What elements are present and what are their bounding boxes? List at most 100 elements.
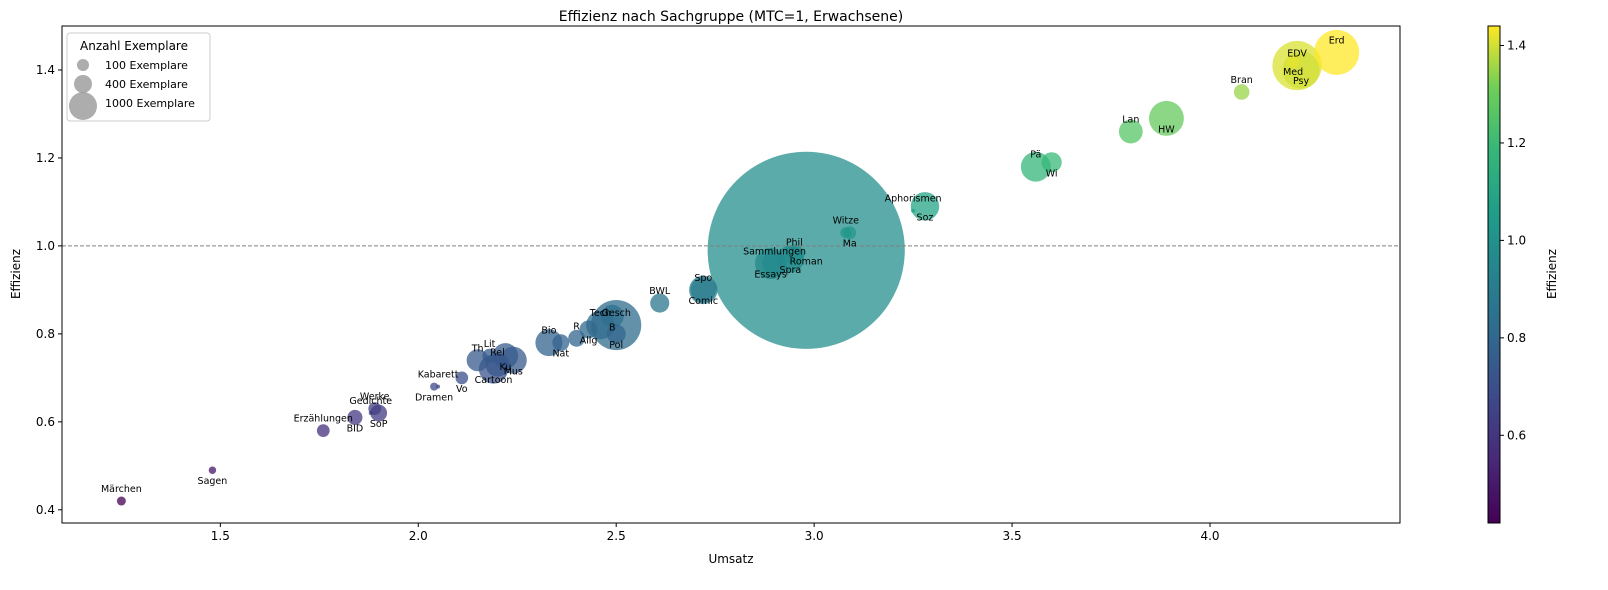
label-essays: Essays bbox=[754, 270, 786, 281]
label-allg: Allg bbox=[580, 335, 598, 346]
label-th: Th bbox=[471, 343, 484, 354]
label-bwl: BWL bbox=[649, 286, 671, 297]
label-soz: Soz bbox=[917, 212, 934, 223]
label-märchen: Märchen bbox=[101, 484, 142, 495]
y-tick-label: 0.4 bbox=[36, 503, 55, 517]
legend-marker-large bbox=[69, 92, 97, 120]
legend: Anzahl Exemplare 100 Exemplare 400 Exemp… bbox=[66, 32, 211, 122]
label-hw: HW bbox=[1158, 124, 1175, 135]
label-wi: Wi bbox=[1046, 168, 1058, 179]
label-edv: EDV bbox=[1287, 49, 1307, 60]
x-axis-ticks: 1.5 2.0 2.5 3.0 3.5 4.0 bbox=[211, 523, 1220, 543]
colorbar: 0.6 0.8 1.0 1.2 1.4 Effizienz bbox=[1487, 25, 1559, 524]
label-comic: Comic bbox=[689, 296, 719, 307]
point-roman bbox=[707, 151, 905, 349]
point-sagen bbox=[208, 466, 217, 474]
x-tick-label: 3.0 bbox=[805, 529, 824, 543]
label-bid: BID bbox=[347, 423, 364, 434]
point-soz bbox=[910, 192, 940, 221]
label-psy: Psy bbox=[1293, 76, 1310, 87]
points-layer bbox=[116, 29, 1360, 506]
label-erd: Erd bbox=[1329, 35, 1345, 46]
label-tech: Tech bbox=[589, 308, 611, 319]
point-allg bbox=[579, 320, 598, 339]
label-vo: Vo bbox=[456, 384, 468, 395]
y-tick-label: 0.6 bbox=[36, 415, 55, 429]
label-lit: Lit bbox=[484, 339, 496, 350]
x-tick-label: 2.0 bbox=[409, 529, 428, 543]
y-tick-label: 0.8 bbox=[36, 327, 55, 341]
colorbar-tick-label: 1.2 bbox=[1507, 136, 1526, 150]
point-witze bbox=[840, 227, 852, 239]
label-roman: Roman bbox=[790, 256, 823, 267]
label-gedichte: Gedichte bbox=[349, 396, 392, 407]
legend-box bbox=[66, 32, 211, 122]
point-erd bbox=[1314, 29, 1360, 75]
label-phil: Phil bbox=[786, 238, 803, 249]
label-werke: Werke bbox=[360, 392, 390, 403]
colorbar-tick-label: 0.8 bbox=[1507, 331, 1526, 345]
point-dramen bbox=[430, 382, 439, 391]
label-bio: Bio bbox=[541, 326, 556, 337]
legend-entry-2: 400 Exemplare bbox=[105, 78, 188, 91]
label-sagen: Sagen bbox=[198, 476, 228, 487]
label-r: R bbox=[573, 321, 580, 332]
colorbar-ticks: 0.6 0.8 1.0 1.2 1.4 bbox=[1500, 38, 1526, 442]
point-pol bbox=[606, 324, 626, 344]
label-spo: Spo bbox=[694, 273, 712, 284]
point-hw bbox=[1149, 100, 1184, 136]
point-bran bbox=[1233, 84, 1250, 100]
colorbar-gradient bbox=[1487, 25, 1501, 524]
legend-title: Anzahl Exemplare bbox=[80, 39, 188, 53]
label-med: Med bbox=[1283, 67, 1303, 78]
point-kabarett bbox=[436, 384, 441, 389]
legend-entry-1: 100 Exemplare bbox=[105, 59, 188, 72]
point-b bbox=[600, 304, 624, 328]
colorbar-tick-label: 1.0 bbox=[1507, 233, 1526, 247]
x-tick-label: 1.5 bbox=[211, 529, 230, 543]
y-tick-label: 1.4 bbox=[36, 63, 55, 77]
point-aphorismen bbox=[911, 208, 916, 213]
x-tick-label: 4.0 bbox=[1200, 529, 1219, 543]
y-tick-label: 1.0 bbox=[36, 239, 55, 253]
label-dramen: Dramen bbox=[415, 393, 453, 404]
label-b: B bbox=[609, 322, 616, 333]
colorbar-tick-label: 1.4 bbox=[1507, 38, 1526, 52]
point-sammlungen bbox=[762, 251, 787, 276]
y-axis-ticks: 0.4 0.6 0.8 1.0 1.2 1.4 bbox=[36, 63, 62, 517]
label-lan: Lan bbox=[1122, 115, 1139, 126]
point-comic bbox=[690, 277, 717, 303]
point-wi bbox=[1041, 152, 1062, 173]
label-ma: Ma bbox=[843, 239, 857, 250]
label-witze: Witze bbox=[833, 216, 860, 227]
label-aphorismen: Aphorismen bbox=[885, 194, 942, 205]
label-cartoon: Cartoon bbox=[475, 375, 513, 386]
legend-marker-small bbox=[77, 59, 89, 71]
label-nat: Nat bbox=[552, 349, 569, 360]
point-bwl bbox=[650, 293, 670, 313]
label-mus: Mus bbox=[504, 366, 523, 377]
label-rel: Rel bbox=[490, 348, 505, 359]
x-axis-label: Umsatz bbox=[708, 552, 753, 566]
label-ku: Ku bbox=[499, 362, 511, 373]
label-pol: Pol bbox=[609, 340, 623, 351]
point-vo bbox=[455, 371, 469, 385]
point-bid bbox=[347, 409, 363, 425]
label-erzählungen: Erzählungen bbox=[294, 414, 353, 425]
point-med bbox=[1286, 54, 1300, 68]
x-tick-label: 3.5 bbox=[1003, 529, 1022, 543]
point-märchen bbox=[116, 496, 126, 506]
colorbar-label: Effizienz bbox=[1545, 249, 1559, 299]
plot-frame bbox=[61, 25, 1401, 524]
y-axis-label: Effizienz bbox=[9, 249, 23, 299]
chart-title: Effizienz nach Sachgruppe (MTC=1, Erwach… bbox=[559, 9, 903, 25]
point-lit bbox=[482, 348, 497, 363]
label-gesch: Gesch bbox=[601, 308, 630, 319]
point-gedichte bbox=[368, 411, 373, 416]
label-pä: Pä bbox=[1030, 150, 1041, 161]
colorbar-tick-label: 0.6 bbox=[1507, 428, 1526, 442]
point-r bbox=[568, 329, 586, 347]
point-nat bbox=[552, 334, 570, 352]
